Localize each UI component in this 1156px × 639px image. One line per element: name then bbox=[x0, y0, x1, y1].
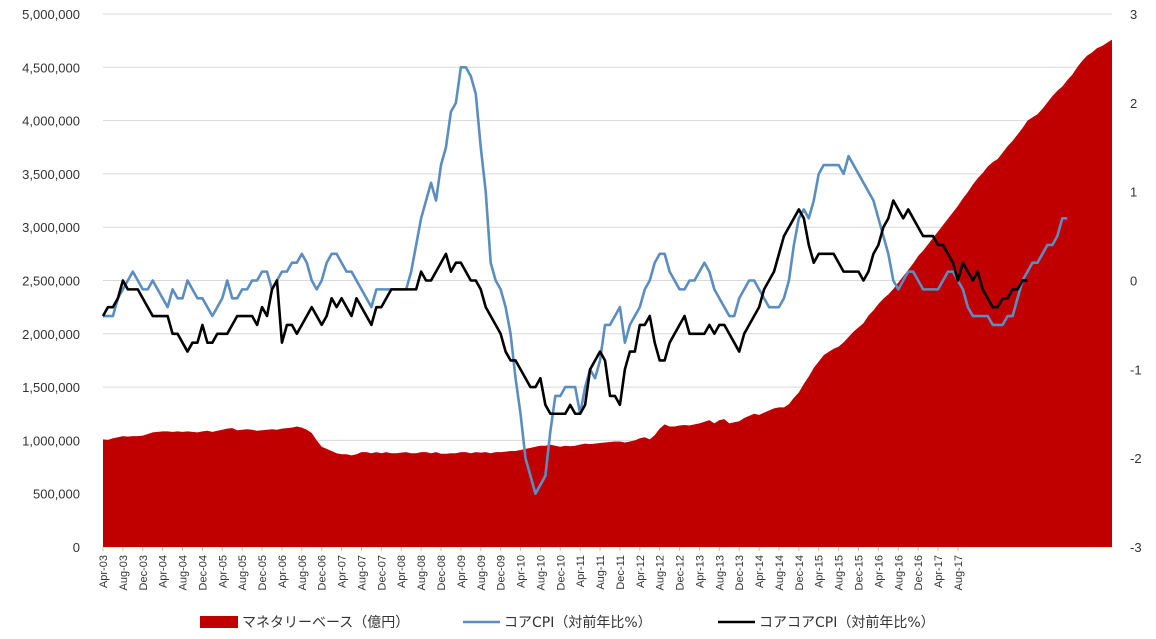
left-axis-tick-label: 500,000 bbox=[33, 487, 80, 502]
x-axis-tick-label: Aug-05 bbox=[237, 555, 249, 590]
x-axis-tick-label: Dec-12 bbox=[675, 555, 687, 590]
left-axis-tick-label: 2,000,000 bbox=[22, 327, 80, 342]
x-axis-tick-label: Dec-03 bbox=[138, 555, 150, 590]
x-axis-tick-label: Aug-15 bbox=[834, 555, 846, 590]
x-axis-tick-label: Apr-12 bbox=[635, 555, 647, 588]
right-axis-tick-label: 1 bbox=[1130, 185, 1137, 200]
left-axis-tick-label: 4,000,000 bbox=[22, 114, 80, 129]
x-axis-tick-label: Apr-14 bbox=[754, 555, 766, 588]
legend-label-core-core-cpi: コアコアCPI（対前年比%） bbox=[759, 614, 935, 631]
x-axis-tick-label: Dec-15 bbox=[854, 555, 866, 590]
x-axis-tick-label: Dec-05 bbox=[257, 555, 269, 590]
x-axis-tick-label: Aug-04 bbox=[178, 555, 190, 590]
x-axis-tick-label: Aug-06 bbox=[297, 555, 309, 590]
x-axis-tick-label: Aug-07 bbox=[356, 555, 368, 590]
x-axis-tick-label: Aug-12 bbox=[655, 555, 667, 590]
right-axis-tick-label: -3 bbox=[1130, 540, 1142, 555]
right-axis-tick-label: -1 bbox=[1130, 362, 1142, 377]
x-axis-tick-label: Apr-11 bbox=[575, 555, 587, 587]
x-axis-tick-label: Aug-10 bbox=[535, 555, 547, 590]
x-axis-tick-label: Dec-10 bbox=[555, 555, 567, 590]
legend-label-monetary-base: マネタリーベース（億円） bbox=[242, 615, 409, 631]
left-axis-tick-label: 0 bbox=[73, 540, 80, 555]
x-axis-tick-label: Apr-04 bbox=[158, 555, 170, 588]
x-axis-tick-label: Aug-13 bbox=[714, 555, 726, 590]
x-axis-tick-label: Apr-09 bbox=[456, 555, 468, 588]
core-core-cpi-line bbox=[101, 199, 1028, 416]
legend: マネタリーベース（億円） コアCPI（対前年比%） コアコアCPI（対前年比%） bbox=[200, 614, 935, 631]
left-axis-tick-label: 3,500,000 bbox=[22, 167, 80, 182]
monetary-base-area bbox=[103, 39, 1112, 547]
x-axis-tick-label: Dec-11 bbox=[615, 555, 627, 590]
left-axis-tick-label: 5,000,000 bbox=[22, 7, 80, 22]
x-axis-tick-label: Apr-13 bbox=[694, 555, 706, 588]
x-axis-tick-label: Dec-04 bbox=[197, 555, 209, 590]
x-axis-tick-label: Aug-17 bbox=[953, 555, 965, 590]
right-axis-tick-label: 3 bbox=[1130, 7, 1137, 22]
x-axis-tick-label: Dec-09 bbox=[496, 555, 508, 590]
x-axis-tick-label: Aug-08 bbox=[416, 555, 428, 590]
right-axis-tick-label: -2 bbox=[1130, 451, 1142, 466]
x-axis-tick-label: Aug-14 bbox=[774, 555, 786, 590]
x-axis-tick-label: Apr-05 bbox=[217, 555, 229, 588]
x-axis-tick-label: Apr-08 bbox=[396, 555, 408, 588]
x-axis-tick-label: Dec-16 bbox=[913, 555, 925, 590]
x-axis-tick-label: Aug-03 bbox=[118, 555, 130, 590]
x-axis-tick-label: Aug-09 bbox=[476, 555, 488, 590]
x-axis-tick-label: Aug-11 bbox=[595, 555, 607, 590]
x-axis-tick-label: Apr-06 bbox=[277, 555, 289, 588]
x-axis-tick-label: Dec-14 bbox=[794, 555, 806, 590]
x-axis-tick-label: Apr-15 bbox=[814, 555, 826, 588]
x-axis-tick-label: Dec-07 bbox=[376, 555, 388, 590]
x-axis-tick-label: Apr-03 bbox=[98, 555, 110, 588]
left-axis-tick-label: 1,500,000 bbox=[22, 380, 80, 395]
right-axis-tick-label: 2 bbox=[1130, 96, 1137, 111]
right-axis-tick-label: 0 bbox=[1130, 274, 1137, 289]
x-axis-tick-label: Apr-17 bbox=[933, 555, 945, 588]
x-axis-tick-label: Dec-08 bbox=[436, 555, 448, 590]
x-axis-tick-label: Dec-06 bbox=[317, 555, 329, 590]
left-axis-tick-label: 2,500,000 bbox=[22, 274, 80, 289]
legend-label-core-cpi: コアCPI（対前年比%） bbox=[504, 614, 652, 631]
x-axis-tick-label: Aug-16 bbox=[893, 555, 905, 590]
right-axis-ticks: -3 -2 -1 0 1 2 3 bbox=[1130, 7, 1142, 555]
x-axis-tick-label: Dec-13 bbox=[734, 555, 746, 590]
x-axis-tick-label: Apr-10 bbox=[516, 555, 528, 588]
left-axis-tick-label: 3,000,000 bbox=[22, 220, 80, 235]
left-axis-tick-label: 1,000,000 bbox=[22, 433, 80, 448]
left-axis-tick-label: 4,500,000 bbox=[22, 60, 80, 75]
left-axis-ticks: 0 500,000 1,000,000 1,500,000 2,000,000 2,500… bbox=[22, 7, 80, 555]
x-axis-ticks: Apr-03 Aug-03 Dec-03 Apr-04 Aug-04 Dec-04 Apr-… bbox=[98, 547, 965, 590]
legend-swatch-monetary-base bbox=[200, 616, 238, 628]
core-cpi-line bbox=[103, 66, 1068, 496]
x-axis-tick-label: Apr-16 bbox=[873, 555, 885, 588]
x-axis-tick-label: Apr-07 bbox=[337, 555, 349, 588]
